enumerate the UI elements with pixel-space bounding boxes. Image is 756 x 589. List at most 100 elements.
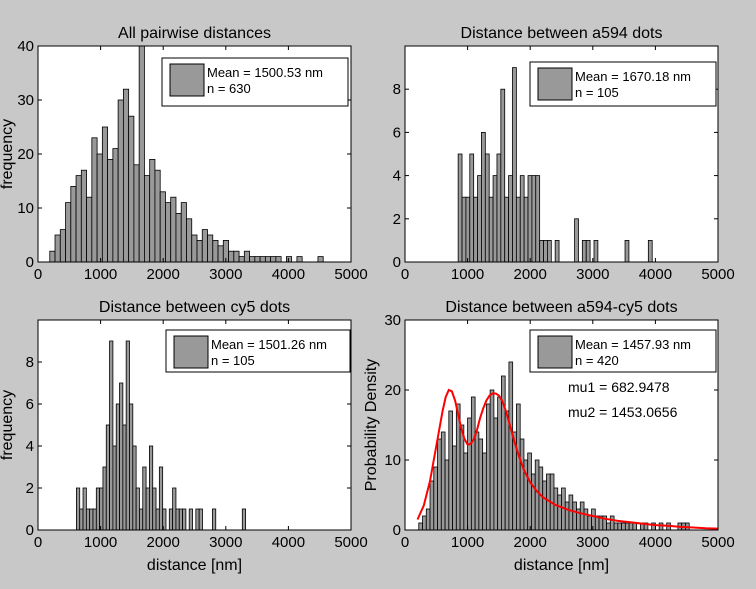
histogram-bar — [122, 88, 130, 263]
histogram-bar — [440, 431, 446, 531]
legend-text: Mean = 1501.26 nm — [211, 337, 327, 352]
histogram-bar — [145, 487, 150, 531]
histogram-bar — [85, 508, 91, 531]
subplot-4: 0 1000 2000 3000 4000 5000 0 10 20 30 Distance bet… — [363, 299, 735, 574]
histogram-bar — [270, 256, 277, 263]
y-tick-label: 8 — [26, 354, 34, 371]
subplot-3: 0 1000 2000 3000 4000 5000 0 2 4 6 8 Distance betwe… — [0, 299, 368, 574]
x-tick-label: 1000 — [84, 534, 117, 551]
histogram-bar — [148, 445, 154, 531]
annotation-text: mu2 = 1453.0656 — [568, 404, 678, 420]
histogram-bar — [182, 508, 187, 531]
x-tick-label: 0 — [401, 266, 409, 283]
x-tick-label: 3000 — [576, 266, 609, 283]
y-tick-label: 6 — [393, 124, 401, 141]
histogram-bar — [497, 396, 502, 531]
legend-swatch — [537, 335, 573, 369]
histogram-bar — [107, 158, 114, 263]
histogram-bar — [139, 508, 144, 531]
histogram-bar — [481, 131, 486, 263]
histogram-bar — [76, 487, 81, 531]
histogram-bar — [433, 466, 438, 531]
histogram-bar — [535, 175, 541, 263]
histogram-bar — [658, 522, 664, 531]
histogram-bar — [538, 466, 544, 531]
histogram-bar — [418, 522, 423, 531]
histogram-bar — [54, 234, 61, 263]
histogram-bar — [515, 196, 521, 263]
histogram-bar — [467, 417, 472, 531]
histogram-bar — [119, 382, 124, 531]
histogram-bar — [79, 508, 84, 531]
legend-swatch — [173, 335, 209, 369]
histogram-bar — [142, 466, 147, 531]
y-tick-label: 20 — [17, 146, 34, 163]
histogram-bar — [159, 191, 166, 263]
histogram-bar — [504, 196, 510, 263]
histogram-bar — [49, 250, 56, 263]
x-tick-label: 3000 — [576, 534, 609, 551]
histogram-bar — [508, 175, 513, 263]
histogram-bar — [259, 256, 266, 263]
histogram-bar — [132, 445, 137, 531]
histogram-bar — [519, 438, 525, 531]
annotation-text: mu1 = 682.9478 — [568, 379, 670, 395]
histogram-bar — [317, 256, 324, 263]
histogram-bar — [196, 239, 203, 263]
histogram-bar — [422, 515, 427, 531]
x-tick-label: 5000 — [701, 266, 734, 283]
histogram-bar — [543, 239, 548, 263]
histogram-bar — [606, 522, 611, 531]
histogram-bar — [557, 494, 562, 531]
histogram-bar — [133, 164, 140, 263]
histogram-bar — [249, 256, 256, 263]
y-tick-label: 0 — [393, 254, 401, 271]
histogram-bar — [647, 239, 653, 263]
histogram-bar — [547, 239, 552, 263]
histogram-bar — [217, 245, 224, 263]
histogram-bar — [482, 452, 487, 531]
histogram-bar — [243, 250, 250, 263]
y-tick-label: 0 — [26, 254, 34, 271]
histogram-bar — [125, 340, 130, 531]
y-tick-label: 0 — [393, 522, 401, 539]
histogram-bar — [534, 459, 540, 531]
histogram-bar — [542, 480, 547, 531]
histogram-bar — [254, 256, 261, 263]
x-tick-label: 3000 — [209, 266, 242, 283]
legend-text: n = 420 — [575, 353, 619, 368]
histogram-bar — [448, 410, 453, 531]
legend-text: Mean = 1457.93 nm — [575, 337, 691, 352]
y-tick-label: 30 — [384, 312, 401, 329]
chart-title: Distance between a594 dots — [461, 25, 663, 42]
x-tick-label: 0 — [34, 266, 42, 283]
histogram-bar — [628, 522, 634, 531]
histogram-bar — [75, 175, 82, 263]
chart-title: Distance between cy5 dots — [99, 299, 290, 316]
histogram-bar — [624, 522, 630, 531]
histogram-bar — [89, 508, 94, 531]
x-tick-label: 2000 — [514, 266, 547, 283]
histogram-bar — [155, 508, 160, 531]
histogram-bar — [504, 410, 510, 531]
x-tick-label: 0 — [34, 534, 42, 551]
histogram-bar — [459, 424, 465, 531]
histogram-bar — [581, 239, 587, 263]
histogram-bar — [129, 403, 134, 531]
histogram-bar — [82, 487, 87, 531]
histogram-bar — [527, 175, 533, 263]
y-tick-label: 30 — [17, 92, 34, 109]
histogram-bar — [178, 508, 183, 531]
x-tick-label: 1000 — [451, 534, 484, 551]
fit-curve — [416, 388, 719, 530]
histogram-bar — [241, 508, 247, 531]
axes-box — [404, 319, 719, 531]
axes-box — [404, 45, 719, 263]
legend-text: Mean = 1500.53 nm — [207, 65, 323, 80]
histogram-bar — [493, 417, 499, 531]
histogram-bar — [461, 196, 467, 263]
x-tick-label: 3000 — [209, 534, 242, 551]
x-tick-label: 5000 — [334, 266, 367, 283]
histogram-bar — [135, 487, 140, 531]
legend: Mean = 1500.53 nmn = 630 — [161, 57, 349, 107]
